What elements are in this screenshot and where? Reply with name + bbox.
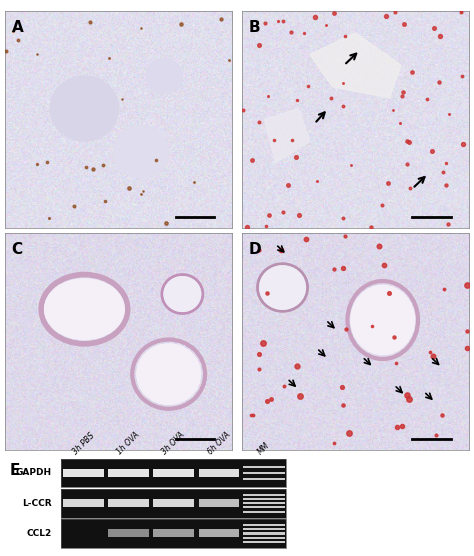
Bar (151, 519, 196, 548)
Bar (243, 541, 285, 543)
Bar (61, 489, 286, 518)
Bar (106, 519, 151, 548)
Bar (64, 499, 104, 507)
Circle shape (146, 59, 182, 93)
Circle shape (164, 277, 201, 311)
Bar (243, 466, 285, 468)
Circle shape (260, 266, 305, 309)
Text: MM: MM (256, 441, 272, 457)
Polygon shape (310, 33, 401, 98)
Circle shape (114, 126, 169, 178)
Text: E: E (9, 464, 20, 479)
Bar (154, 529, 194, 538)
Circle shape (137, 344, 201, 404)
Bar (196, 519, 241, 548)
Bar (196, 459, 241, 488)
Bar (154, 499, 194, 507)
Text: GAPDH: GAPDH (16, 469, 52, 478)
Bar (61, 489, 106, 518)
Bar (243, 533, 285, 534)
Bar (61, 519, 106, 548)
Text: C: C (11, 242, 23, 257)
Bar (243, 478, 285, 480)
Bar (151, 489, 196, 518)
Polygon shape (264, 108, 310, 163)
Bar (106, 489, 151, 518)
Text: L-CCR: L-CCR (22, 499, 52, 508)
Bar (109, 469, 149, 477)
Bar (109, 529, 149, 538)
Text: A: A (11, 20, 23, 35)
Text: 6h OVA: 6h OVA (206, 430, 232, 457)
Bar (196, 489, 241, 518)
Bar (243, 528, 285, 530)
Bar (241, 489, 286, 518)
Bar (243, 472, 285, 474)
Bar (241, 459, 286, 488)
Text: 3h OVA: 3h OVA (161, 430, 187, 457)
Bar (241, 519, 286, 548)
Text: B: B (248, 20, 260, 35)
Bar (61, 459, 106, 488)
Bar (199, 529, 239, 538)
Bar (61, 519, 286, 548)
Bar (64, 469, 104, 477)
Bar (199, 499, 239, 507)
Bar (243, 498, 285, 500)
Bar (243, 502, 285, 504)
Bar (243, 510, 285, 513)
Ellipse shape (351, 285, 415, 355)
Ellipse shape (45, 279, 124, 340)
Bar (109, 499, 149, 507)
Circle shape (50, 76, 119, 141)
Bar (243, 524, 285, 526)
Text: CCL2: CCL2 (27, 529, 52, 538)
Bar (106, 459, 151, 488)
Text: D: D (248, 242, 261, 257)
Bar (243, 507, 285, 509)
Text: 3h PBS: 3h PBS (71, 431, 96, 457)
Text: 1h OVA: 1h OVA (116, 430, 142, 457)
Bar (151, 459, 196, 488)
Bar (61, 459, 286, 488)
Bar (243, 537, 285, 539)
Bar (243, 494, 285, 496)
Bar (154, 469, 194, 477)
Bar (199, 469, 239, 477)
